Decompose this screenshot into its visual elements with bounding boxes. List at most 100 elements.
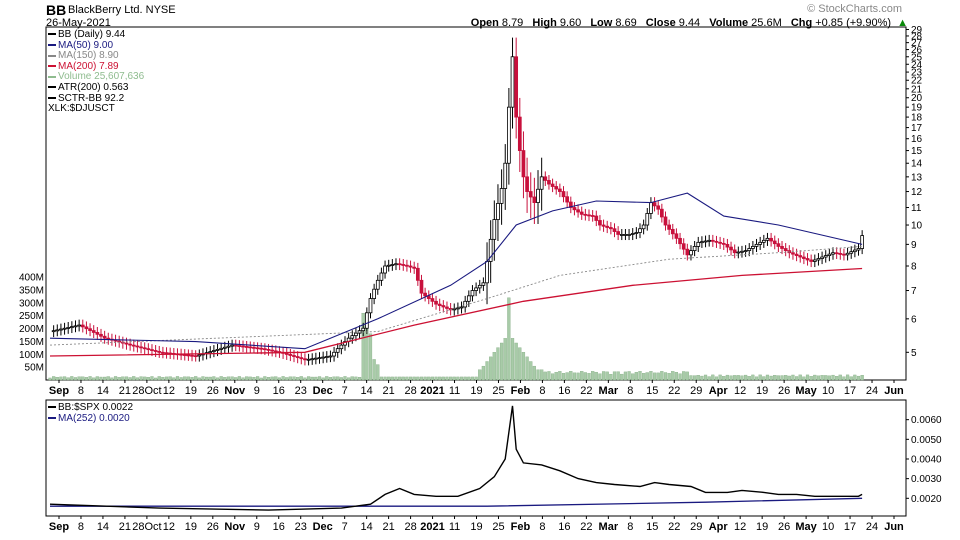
candle-body: [95, 332, 100, 335]
volume-bar: [121, 376, 125, 381]
candle-body: [561, 191, 566, 198]
price-x-tick-label: Jun: [884, 385, 904, 397]
volume-bar: [529, 361, 533, 381]
volume-tick-label: 350M: [19, 286, 44, 297]
ratio-x-tick-label: 28: [404, 521, 416, 533]
volume-bar: [73, 377, 78, 381]
volume-bar: [325, 376, 329, 381]
volume-bar: [285, 377, 289, 381]
price-tick-label: 11: [911, 203, 922, 214]
volume-bar: [110, 377, 114, 381]
legend-swatch: [48, 86, 56, 89]
candle-body: [776, 243, 781, 247]
volume-bar: [357, 376, 362, 381]
volume-bar: [467, 376, 471, 381]
price-x-tick-label: Feb: [511, 385, 531, 397]
candle-body: [798, 255, 803, 258]
ratio-x-tick-label: 24: [866, 521, 878, 533]
legend-swatch: [48, 75, 56, 78]
candle-body: [284, 352, 289, 355]
volume-bar: [722, 376, 726, 381]
volume-bar: [733, 375, 737, 381]
candle-body: [372, 288, 376, 299]
volume-label: Volume: [709, 17, 749, 29]
price-x-tick-label: 8: [627, 385, 633, 397]
price-x-tick-label: 21: [382, 385, 394, 397]
candle-body: [765, 237, 770, 241]
candle-body: [616, 231, 620, 235]
brand-label[interactable]: © StockCharts.com: [807, 3, 902, 15]
candle-body: [383, 265, 387, 274]
price-x-tick-label: 17: [844, 385, 856, 397]
volume-bar: [594, 371, 598, 381]
candle-body: [255, 347, 260, 350]
volume-tick-label: 50M: [25, 363, 44, 374]
high-value: 9.60: [559, 17, 582, 29]
volume-bar: [128, 377, 132, 381]
volume-bar: [328, 377, 333, 381]
volume-bar: [507, 297, 511, 381]
candle-body: [700, 241, 704, 244]
ratio-panel-frame: [45, 399, 907, 517]
legend-text: MA(150) 8.90: [58, 50, 119, 62]
candle-body: [321, 356, 325, 359]
candle-body: [838, 253, 843, 255]
volume-bar: [48, 377, 52, 381]
candle-body: [332, 351, 336, 357]
volume-bar: [434, 376, 438, 381]
volume-bar: [754, 376, 759, 381]
candle-body: [259, 347, 264, 350]
candle-body: [62, 327, 67, 330]
price-x-tick-label: 7: [342, 385, 348, 397]
candle-body: [208, 351, 213, 354]
volume-bar: [499, 342, 504, 381]
price-x-tick-label: 29: [690, 385, 702, 397]
candle-body: [714, 240, 719, 243]
volume-bar: [241, 377, 245, 381]
candle-body: [361, 327, 366, 332]
volume-bar: [255, 376, 260, 381]
candle-body: [769, 237, 773, 242]
volume-bar: [215, 377, 220, 381]
candle-body: [521, 150, 526, 178]
volume-bar: [769, 375, 773, 381]
price-x-tick-label: 19: [185, 385, 197, 397]
volume-bar: [838, 374, 842, 381]
volume-bar: [248, 376, 252, 381]
candle-body: [710, 239, 715, 242]
ratio-x-tick-label: Nov: [224, 521, 246, 533]
candle-body: [732, 249, 737, 254]
price-x-tick-label: 15: [646, 385, 658, 397]
volume-bar: [521, 352, 526, 381]
volume-bar: [361, 312, 365, 381]
price-x-tick-label: 19: [470, 385, 482, 397]
ratio-x-tick-label: 28Oct: [132, 521, 161, 533]
candle-body: [780, 246, 784, 249]
candle-body: [306, 358, 311, 361]
candle-body: [423, 292, 427, 297]
candle-body: [77, 324, 81, 327]
volume-bar: [168, 376, 172, 381]
volume-bar: [711, 374, 715, 381]
volume-bar: [441, 376, 445, 381]
volume-bar: [190, 377, 194, 381]
volume-bar: [390, 376, 394, 381]
candle-body: [237, 345, 242, 347]
candle-body: [230, 344, 234, 347]
candle-body: [696, 241, 701, 247]
price-tick-label: 16: [911, 134, 923, 145]
candle-body: [150, 349, 154, 351]
candle-body: [791, 252, 795, 255]
ratio-x-tick-label: 9: [254, 521, 260, 533]
candle-body: [594, 215, 599, 221]
volume-bar: [470, 376, 475, 381]
candle-body: [445, 306, 449, 309]
candle-body: [550, 183, 555, 187]
volume-bar: [234, 377, 238, 381]
candle-body: [397, 263, 402, 266]
price-legend-item: MA(150) 8.90: [48, 50, 119, 61]
volume-bar: [401, 376, 405, 381]
candle-body: [419, 279, 424, 294]
candle-body: [459, 306, 464, 309]
price-x-tick-label: 12: [163, 385, 175, 397]
